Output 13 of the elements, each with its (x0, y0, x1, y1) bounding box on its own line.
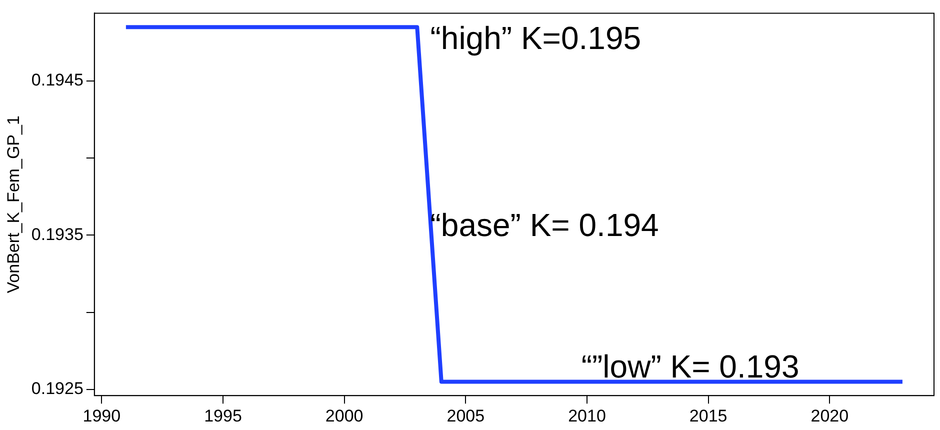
x-tick-label: 2005 (446, 406, 485, 426)
y-tick-label: 0.1935 (31, 224, 84, 244)
y-tick-label: 0.1945 (31, 70, 84, 90)
annotation: “”low” K= 0.193 (581, 348, 800, 385)
x-tick-label: 2015 (689, 406, 728, 426)
y-tick-label: 0.1925 (31, 379, 84, 398)
x-tick-label: 2000 (325, 406, 364, 426)
x-tick-label: 1995 (204, 406, 242, 426)
x-tick-label: 2020 (810, 406, 849, 426)
x-tick-label: 1990 (82, 406, 121, 426)
y-axis-title: VonBert_K_Fem_GP_1 (4, 116, 23, 294)
annotation: “high” K=0.195 (430, 20, 642, 56)
x-tick-label: 2010 (568, 406, 606, 426)
